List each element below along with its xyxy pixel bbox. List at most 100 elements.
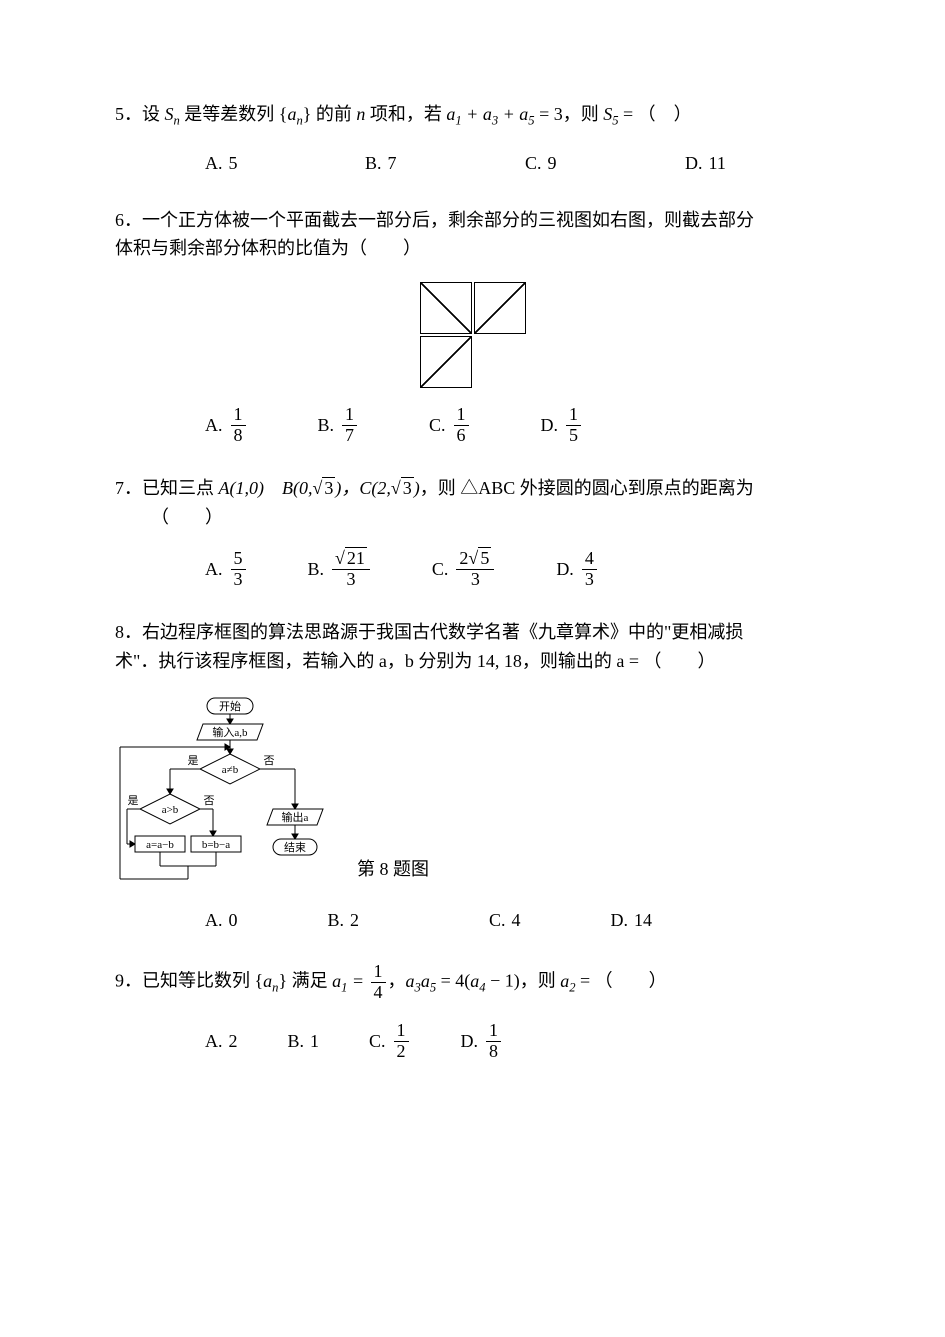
opt-value: 1	[310, 1027, 319, 1056]
question-8: 8．右边程序框图的算法思路源于我国古代数学名著《九章算术》中的"更相减损 术"．…	[115, 618, 830, 934]
q8-stem: 8．右边程序框图的算法思路源于我国古代数学名著《九章算术》中的"更相减损 术"．…	[115, 618, 830, 676]
numerator: 1	[394, 1021, 409, 1042]
question-9: 9．已知等比数列 {an} 满足 a1 = 14，a3a5 = 4(a4 − 1…	[115, 962, 830, 1061]
opt-label: C.	[369, 1027, 386, 1056]
opt-value: 4	[512, 906, 521, 935]
denominator: 8	[231, 426, 246, 446]
q7-text-3: （ ）	[115, 503, 223, 532]
q8-opt-c: C.4	[489, 906, 521, 935]
q7-opt-a: A. 53	[205, 549, 248, 590]
opt-value: 14	[634, 906, 652, 935]
opt-label: D.	[611, 906, 629, 935]
sqrt-icon: 5	[468, 549, 491, 569]
denominator: 3	[582, 570, 597, 590]
opt-label: C.	[429, 411, 446, 440]
opt-label: D.	[556, 555, 574, 584]
opt-label: A.	[205, 906, 223, 935]
opt-label: C.	[489, 906, 506, 935]
q5-number: 5．	[115, 104, 142, 124]
fc-end: 结束	[284, 841, 306, 854]
fc-yes: 是	[188, 754, 199, 767]
q6-opt-b: B.17	[318, 405, 360, 446]
numerator: 1	[566, 405, 581, 426]
q5-text-2: 是等差数列 {	[180, 104, 288, 124]
fc-output: 输出a	[282, 810, 309, 824]
q7-B-pre: B(0,	[282, 478, 313, 498]
q5-text-5: = 3，则	[535, 104, 604, 124]
opt-label: A.	[205, 411, 223, 440]
q9-opt-a: A.2	[205, 1021, 238, 1062]
q5-Sn: Sn	[165, 104, 180, 124]
denominator: 8	[486, 1042, 501, 1062]
fc-cond1: a≠b	[222, 764, 239, 776]
q5-opt-b: B.7	[365, 149, 485, 178]
opt-value: 5	[229, 149, 238, 178]
q5-an: an	[287, 104, 302, 124]
q8-line2: 术"．执行该程序框图，若输入的 a，b 分别为 14, 18，则输出的 a = …	[115, 651, 715, 671]
opt-value: 2	[350, 906, 359, 935]
denominator: 3	[231, 570, 246, 590]
q7-text-1: 已知三点	[142, 478, 219, 498]
question-7: 7．已知三点 A(1,0) B(0,3)，C(2,3)，则 △ABC 外接圆的圆…	[115, 474, 830, 590]
radicand: 21	[345, 547, 367, 568]
denominator: 7	[342, 426, 357, 446]
q8-number: 8．	[115, 622, 142, 642]
q9-number: 9．	[115, 971, 142, 991]
q7-options: A.53 B.213 C.253 D.43	[115, 549, 830, 590]
fc-no2: 否	[204, 795, 215, 807]
view-top	[420, 336, 472, 388]
sqrt-icon: 3	[312, 474, 335, 503]
q9-an: an	[263, 971, 278, 991]
numerator: 21	[332, 549, 370, 570]
denominator: 2	[394, 1042, 409, 1062]
denominator: 6	[454, 426, 469, 446]
opt-label: B.	[328, 906, 345, 935]
q9-a2: a2	[560, 971, 575, 991]
q9-stem: 9．已知等比数列 {an} 满足 a1 = 14，a3a5 = 4(a4 − 1…	[115, 962, 830, 1003]
q5-S5: S5	[603, 104, 618, 124]
q7-A: A(1,0)	[219, 478, 264, 498]
opt-label: C.	[525, 149, 542, 178]
q9-a4: a4	[470, 971, 485, 991]
denominator: 3	[332, 570, 370, 590]
q9-options: A.2 B.1 C.12 D.18	[115, 1021, 830, 1062]
opt-label: B.	[288, 1027, 305, 1056]
numerator: 1	[486, 1021, 501, 1042]
q5-text-6: = （ ）	[619, 104, 692, 124]
q5-options: A.5 B.7 C.9 D.11	[115, 149, 830, 178]
q6-opt-c: C.16	[429, 405, 471, 446]
sqrt-icon: 21	[335, 549, 367, 569]
fc-no: 否	[264, 755, 275, 767]
q8-flowchart-wrap: 开始 输入a,b a≠b 是 否 a>b 是	[115, 694, 830, 894]
fraction: 15	[566, 405, 581, 446]
opt-label: A.	[205, 555, 223, 584]
q6-number: 6．	[115, 210, 142, 230]
q8-options: A.0 B.2 C.4 D.14	[115, 906, 830, 935]
q8-opt-a: A.0	[205, 906, 238, 935]
flowchart-diagram: 开始 输入a,b a≠b 是 否 a>b 是	[115, 694, 345, 894]
q9-text-5: − 1)，则	[486, 971, 561, 991]
fc-yes2: 是	[128, 794, 139, 807]
fraction: 18	[231, 405, 246, 446]
fc-assign1: a=a−b	[146, 839, 174, 851]
q9-a1: a1 =	[332, 971, 368, 991]
fraction: 12	[394, 1021, 409, 1062]
view-row-2	[419, 335, 527, 389]
denominator: 5	[566, 426, 581, 446]
q7-opt-d: D.43	[556, 549, 599, 590]
fc-assign2: b=b−a	[202, 839, 230, 851]
q7-number: 7．	[115, 478, 142, 498]
q8-opt-d: D.14	[611, 906, 653, 935]
q6-options: A.18 B.17 C.16 D.15	[115, 405, 830, 446]
q6-opt-a: A. 18	[205, 405, 248, 446]
opt-label: D.	[461, 1027, 479, 1056]
numerator: 5	[231, 549, 246, 570]
opt-label: A.	[205, 1027, 223, 1056]
opt-label: D.	[685, 149, 703, 178]
opt-value: 0	[229, 906, 238, 935]
opt-label: A.	[205, 149, 223, 178]
q5-text-3: } 的前	[303, 104, 357, 124]
q9-text-4: = 4(	[436, 971, 470, 991]
opt-label: B.	[318, 411, 335, 440]
three-views	[419, 281, 527, 389]
